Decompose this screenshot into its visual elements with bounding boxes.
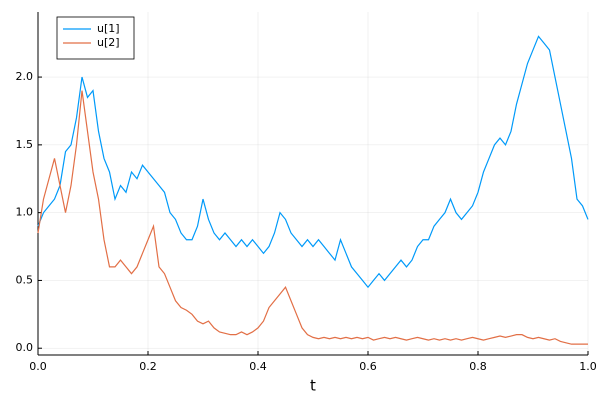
legend-label: u[1] (97, 22, 120, 35)
x-tick-label: 0.8 (469, 360, 487, 373)
y-tick-label: 2.0 (16, 70, 34, 83)
x-tick-label: 0.6 (359, 360, 377, 373)
y-tick-label: 1.5 (16, 138, 34, 151)
legend-box (56, 16, 135, 60)
series-line (37, 90, 588, 345)
x-axis-label: t (310, 377, 316, 395)
x-tick-label: 0.4 (249, 360, 267, 373)
y-tick-label: 0.0 (16, 341, 34, 354)
x-tick-label: 1.0 (579, 360, 597, 373)
x-tick-label: 0.2 (139, 360, 157, 373)
legend-label: u[2] (97, 36, 120, 49)
x-tick-label: 0.0 (29, 360, 47, 373)
y-tick-label: 0.5 (16, 273, 34, 286)
series-line (37, 35, 589, 289)
y-tick-label: 1.0 (16, 206, 34, 219)
